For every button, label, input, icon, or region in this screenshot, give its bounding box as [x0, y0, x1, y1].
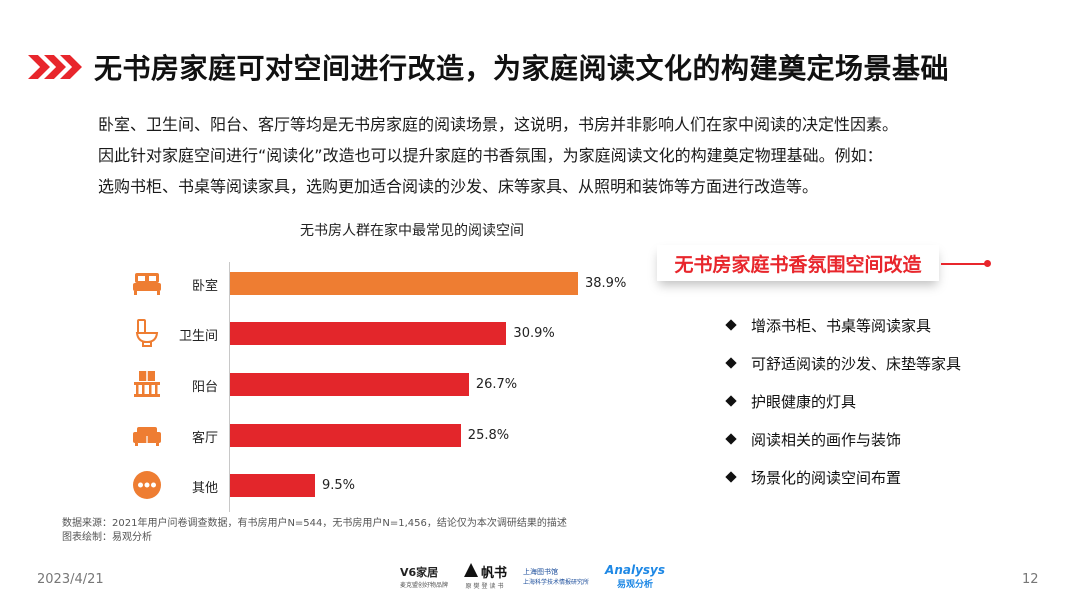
toilet-icon — [132, 318, 162, 348]
title-bar: 无书房家庭可对空间进行改造，为家庭阅读文化的构建奠定场景基础 — [28, 44, 949, 90]
value-label: 30.9% — [513, 326, 555, 341]
bullet-list: 增添书柜、书桌等阅读家具 可舒适阅读的沙发、床垫等家具 护眼健康的灯具 阅读相关… — [725, 306, 961, 496]
bar — [230, 424, 461, 447]
bar — [230, 373, 469, 396]
chevrons-icon — [28, 55, 82, 79]
bar — [230, 322, 507, 345]
partner-logos: V6家居 麦克盟创好物品牌 帆书 原樊登读书 上海图书馆 上海科学技术情报研究所… — [400, 558, 681, 594]
source-line: 数据来源：2021年用户问卷调查数据，有书房用户N=544，无书房用户N=1,4… — [62, 518, 567, 529]
chart-title: 无书房人群在家中最常见的阅读空间 — [300, 223, 524, 239]
page-title: 无书房家庭可对空间进行改造，为家庭阅读文化的构建奠定场景基础 — [94, 52, 950, 85]
category-label: 客厅 — [191, 431, 218, 446]
category-label: 卧室 — [191, 279, 218, 294]
sofa-icon — [132, 420, 162, 450]
diamond-icon — [725, 319, 737, 331]
diamond-icon — [725, 471, 737, 483]
category-label: 卫生间 — [178, 329, 218, 344]
diamond-icon — [725, 395, 737, 407]
bullet-item: 护眼健康的灯具 — [725, 382, 961, 420]
description-line-3: 选购书柜、书桌等阅读家具，选购更加适合阅读的沙发、床等家具、从照明和装饰等方面进… — [98, 177, 819, 196]
footer-date: 2023/4/21 — [37, 572, 104, 587]
bullet-item: 场景化的阅读空间布置 — [725, 458, 961, 496]
more-icon — [132, 470, 162, 500]
bar — [230, 272, 578, 295]
description-line-2: 因此针对家庭空间进行“阅读化”改造也可以提升家庭的书香氛围，为家庭阅读文化的构建… — [98, 146, 883, 165]
fanshu-mark-icon — [464, 563, 479, 577]
value-label: 25.8% — [467, 428, 510, 443]
bar — [230, 474, 315, 497]
chart-axis — [229, 262, 230, 512]
fanshu-logo: 帆书 原樊登读书 — [464, 562, 507, 590]
analysys-logo: Analysys 易观分析 — [605, 562, 666, 590]
diamond-icon — [725, 357, 737, 369]
chart-credit: 图表绘制：易观分析 — [62, 532, 152, 543]
bullet-item: 增添书柜、书桌等阅读家具 — [725, 306, 961, 344]
bed-icon — [132, 268, 162, 298]
tag-connector-line — [941, 263, 987, 265]
category-label: 阳台 — [191, 380, 218, 395]
description-line-1: 卧室、卫生间、阳台、客厅等均是无书房家庭的阅读场景，这说明，书房并非影响人们在家… — [98, 115, 899, 134]
value-label: 26.7% — [475, 377, 518, 392]
panel-tag: 无书房家庭书香氛围空间改造 — [657, 245, 939, 281]
library-logo: 上海图书馆 上海科学技术情报研究所 — [523, 567, 590, 586]
panel-tag-label: 无书房家庭书香氛围空间改造 — [674, 253, 922, 276]
category-label: 其他 — [191, 481, 218, 496]
description: 卧室、卫生间、阳台、客厅等均是无书房家庭的阅读场景，这说明，书房并非影响人们在家… — [98, 109, 1058, 202]
value-label: 38.9% — [585, 276, 627, 291]
bullet-item: 阅读相关的画作与装饰 — [725, 420, 961, 458]
page-number: 12 — [1022, 572, 1039, 587]
diamond-icon — [725, 433, 737, 445]
value-label: 9.5% — [321, 478, 356, 493]
tag-connector-dot — [984, 260, 991, 267]
bullet-item: 可舒适阅读的沙发、床垫等家具 — [725, 344, 961, 382]
v6-logo: V6家居 麦克盟创好物品牌 — [400, 565, 449, 589]
balcony-icon — [132, 369, 162, 399]
source-note: 数据来源：2021年用户问卷调查数据，有书房用户N=544，无书房用户N=1,4… — [62, 517, 567, 545]
